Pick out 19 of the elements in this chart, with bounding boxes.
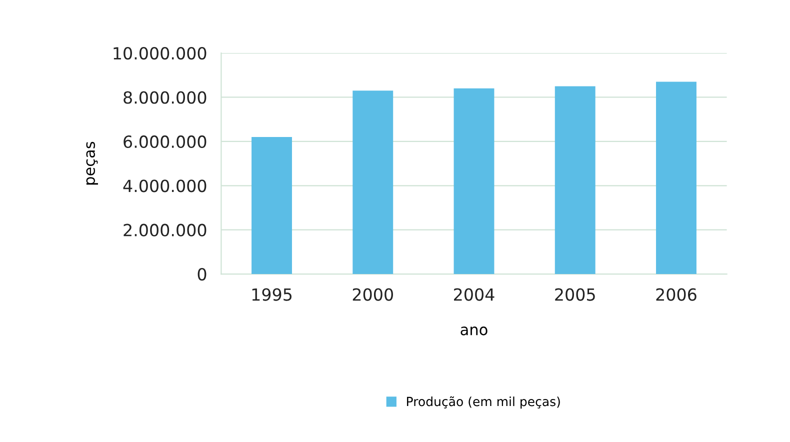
bar: [252, 137, 292, 274]
y-tick-label: 8.000.000: [124, 91, 206, 104]
y-tick-label: 2.000.000: [124, 224, 206, 236]
y-tick-label: 6.000.000: [124, 135, 206, 148]
bar: [352, 90, 394, 274]
y-tick-label: 0: [198, 268, 206, 281]
x-tick-label: 2006: [656, 288, 696, 301]
legend-label: Produção (em mil peças): [407, 396, 560, 409]
x-axis-title: ano: [460, 326, 488, 336]
bar: [554, 86, 596, 274]
x-tick-label: 2000: [352, 288, 393, 301]
bar: [656, 82, 696, 274]
y-axis-title: peças: [86, 142, 98, 185]
x-tick-label: 1995: [252, 288, 292, 301]
y-tick-label: 4.000.000: [123, 180, 206, 192]
bar: [454, 88, 494, 274]
y-tick-label: 10.000.000: [114, 47, 206, 60]
x-tick-label: 2005: [555, 288, 595, 301]
x-tick-label: 2004: [454, 288, 494, 301]
